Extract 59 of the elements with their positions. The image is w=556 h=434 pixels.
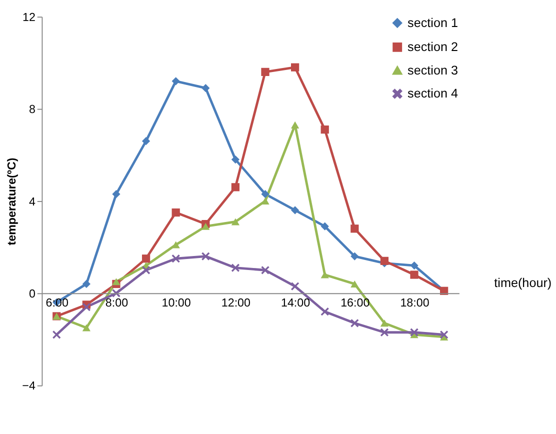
point [142, 254, 150, 263]
point [380, 256, 389, 265]
point [261, 197, 270, 205]
y-tick-label: 12 [22, 11, 36, 24]
point [261, 266, 270, 274]
point [142, 137, 150, 146]
x-tick-label: 8:00 [105, 296, 129, 310]
y-axis-title: temperature(ºC) [5, 158, 18, 246]
point [410, 270, 418, 279]
point [320, 126, 329, 134]
point [350, 280, 359, 288]
point [172, 241, 180, 248]
point [202, 84, 210, 92]
y-tick-label: 8 [28, 103, 36, 116]
point [440, 330, 448, 339]
point [350, 252, 359, 260]
point [290, 63, 300, 72]
point [231, 155, 240, 164]
point [261, 68, 270, 76]
point [172, 208, 180, 217]
point [202, 252, 210, 260]
point [350, 224, 359, 233]
point [320, 222, 329, 230]
point [290, 121, 300, 128]
point [320, 308, 329, 316]
point [350, 319, 359, 328]
point [261, 190, 270, 198]
x-tick-label: 14:00 [280, 296, 311, 310]
point [112, 190, 120, 198]
point [380, 328, 389, 336]
legend-label: section 2 [408, 40, 458, 54]
point [172, 77, 180, 86]
legend-label: section 1 [408, 16, 458, 30]
point [290, 206, 300, 214]
point [52, 330, 61, 339]
legend-label: section 4 [408, 86, 458, 101]
point [231, 183, 240, 192]
legend-label: section 3 [408, 63, 458, 78]
point [112, 278, 120, 286]
point [410, 328, 418, 336]
point [202, 222, 210, 230]
point [142, 266, 150, 274]
y-tick-label: −4 [22, 380, 36, 393]
x-tick-label: 12:00 [221, 296, 252, 310]
x-tick-label: 16:00 [340, 296, 370, 310]
point [290, 282, 300, 290]
point [172, 254, 180, 263]
y-tick-label: 0 [28, 288, 36, 301]
point [82, 280, 90, 288]
point [380, 320, 389, 327]
point [82, 302, 90, 312]
point [82, 324, 90, 332]
point [231, 218, 240, 226]
point [410, 261, 418, 270]
x-tick-label: 10:00 [162, 296, 192, 310]
y-tick-label: 4 [28, 195, 36, 208]
point [231, 264, 240, 272]
x-axis-title: time(hour) [494, 276, 552, 290]
x-tick-label: 18:00 [400, 296, 430, 310]
